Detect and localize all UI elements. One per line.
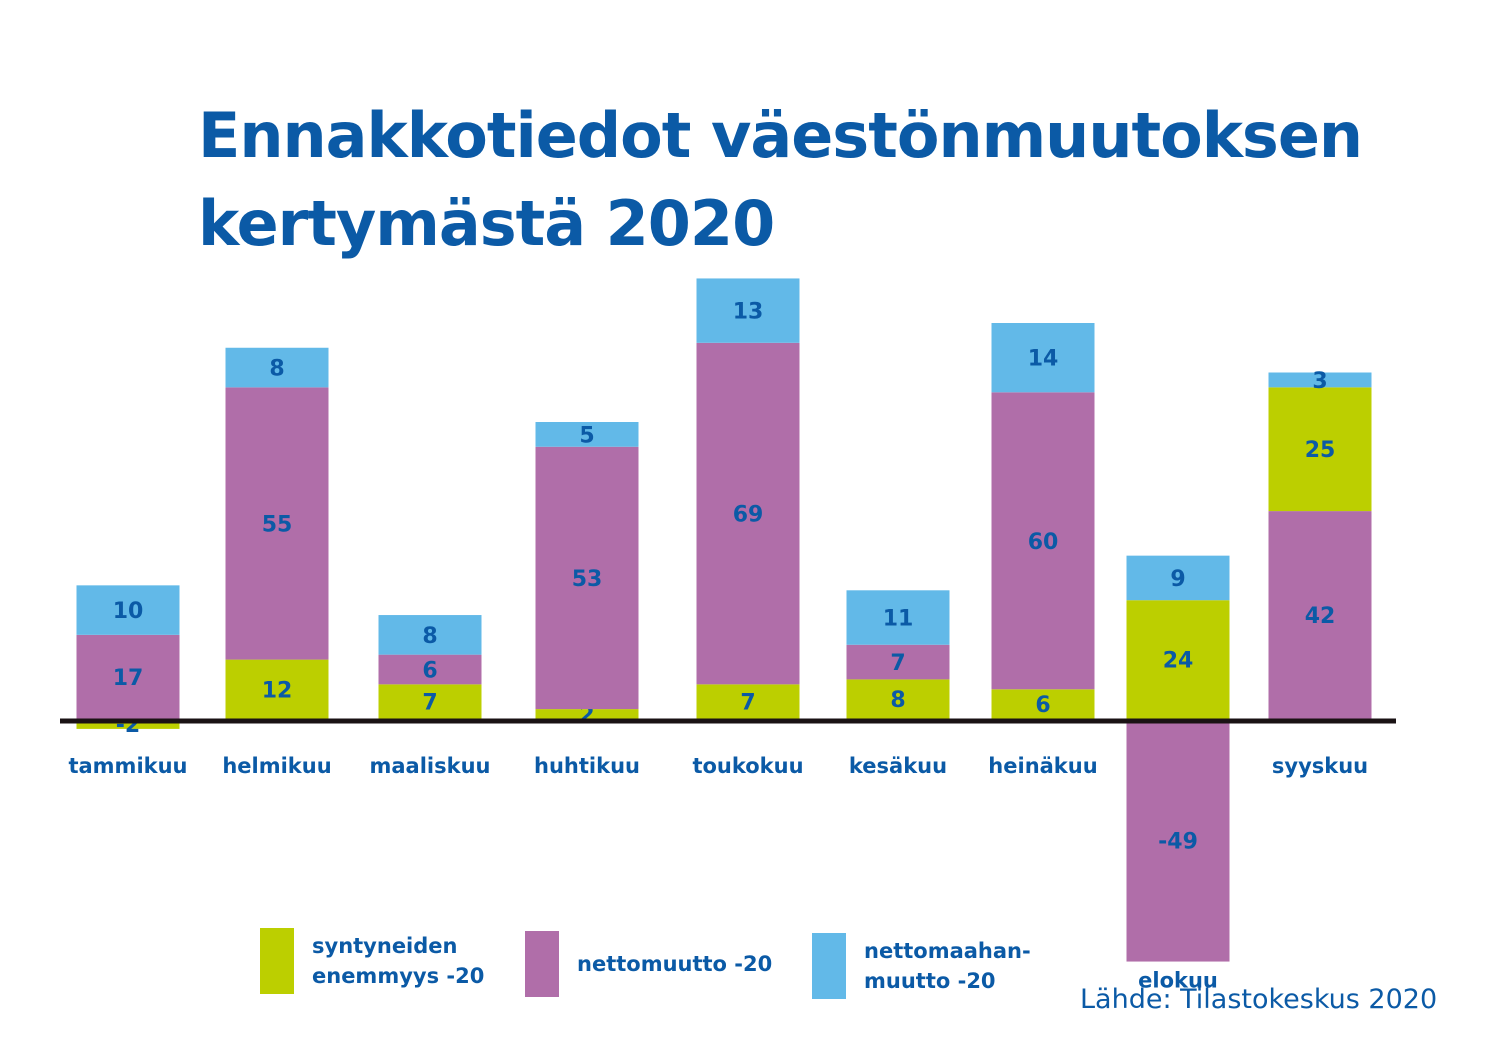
- legend-item-nettomaahanmuutto: nettomaahan- muutto -20: [812, 933, 1031, 999]
- bar-segment-nettomuutto: [846, 644, 950, 680]
- legend-label-nettomuutto: nettomuutto -20: [577, 949, 772, 979]
- legend-swatch-nettomaahanmuutto: [812, 933, 846, 999]
- data-label: 3: [1312, 369, 1327, 394]
- bar-segment-nettomaahanmuutto: [696, 278, 800, 343]
- legend-item-nettomuutto: nettomuutto -20: [525, 931, 772, 997]
- category-label: tammikuu: [68, 754, 187, 778]
- category-label: maaliskuu: [370, 754, 491, 778]
- category-label: helmikuu: [222, 754, 331, 778]
- bar-segment-nettomaahanmuutto: [1126, 555, 1230, 601]
- data-label: 7: [740, 691, 755, 716]
- bar-segment-nettomuutto: [991, 392, 1095, 690]
- bar-segment-syntyneiden: [1126, 600, 1230, 719]
- data-label: 14: [1028, 347, 1059, 372]
- data-label: 8: [422, 624, 437, 649]
- legend-item-syntyneiden: syntyneiden enemmyys -20: [260, 928, 484, 994]
- bar-segment-nettomaahanmuutto: [535, 422, 639, 447]
- data-label: 60: [1028, 530, 1059, 555]
- data-label: 8: [890, 688, 905, 713]
- bar-segment-nettomaahanmuutto: [76, 585, 180, 635]
- bar-segment-nettomaahanmuutto: [991, 323, 1095, 393]
- bar-segment-syntyneiden: [225, 659, 329, 719]
- legend-label-line: enemmyys -20: [312, 964, 485, 988]
- category-label: heinäkuu: [988, 754, 1097, 778]
- bar-segment-syntyneiden: [1268, 387, 1372, 512]
- bar-segment-nettomuutto: [535, 446, 639, 710]
- data-label: 5: [579, 423, 594, 448]
- bar-segment-nettomuutto: [696, 342, 800, 685]
- bar-segment-nettomaahanmuutto: [846, 590, 950, 645]
- bar-segment-syntyneiden: [991, 689, 1095, 719]
- data-label: 6: [422, 659, 437, 684]
- bar-segment-syntyneiden: [76, 719, 180, 729]
- data-label: 42: [1305, 604, 1336, 629]
- chart-title-line-1: Ennakkotiedot väestönmuutoksen: [198, 99, 1363, 172]
- data-label: 13: [733, 300, 764, 325]
- legend-label-syntyneiden: syntyneiden enemmyys -20: [312, 931, 484, 991]
- category-label: huhtikuu: [534, 754, 640, 778]
- data-label: 11: [883, 607, 914, 632]
- bar-segment-nettomuutto: [1268, 511, 1372, 719]
- data-label: 17: [113, 666, 144, 691]
- data-label: 8: [269, 357, 284, 382]
- chart-title: Ennakkotiedot väestönmuutoksen kertymäst…: [198, 92, 1398, 268]
- bar-segment-nettomuutto: [76, 634, 180, 719]
- legend-label-nettomaahanmuutto: nettomaahan- muutto -20: [864, 936, 1031, 996]
- legend-label-line: muutto -20: [864, 969, 996, 993]
- category-label: elokuu: [1138, 969, 1218, 993]
- bar-segment-nettomaahanmuutto: [1268, 372, 1372, 388]
- legend-label-line: nettomaahan-: [864, 939, 1031, 963]
- bar-segment-nettomuutto: [1126, 719, 1230, 962]
- category-label: toukokuu: [692, 754, 803, 778]
- legend-label-line: syntyneiden: [312, 934, 458, 958]
- bar-segment-nettomuutto: [378, 654, 482, 685]
- data-label: 69: [733, 503, 764, 528]
- bar-segment-syntyneiden: [696, 684, 800, 719]
- data-label: 53: [572, 567, 603, 592]
- category-label: kesäkuu: [849, 754, 947, 778]
- bar-segment-nettomaahanmuutto: [378, 615, 482, 655]
- bar-segment-syntyneiden: [535, 709, 639, 719]
- data-label: 25: [1305, 438, 1336, 463]
- data-label: 6: [1035, 693, 1050, 718]
- bar-segment-nettomaahanmuutto: [225, 347, 329, 388]
- bar-segment-syntyneiden: [378, 684, 482, 719]
- data-label: 9: [1170, 567, 1185, 592]
- data-label: 55: [262, 512, 293, 537]
- data-label: 24: [1163, 649, 1194, 674]
- legend-swatch-syntyneiden: [260, 928, 294, 994]
- legend-swatch-nettomuutto: [525, 931, 559, 997]
- legend-label-line: nettomuutto -20: [577, 952, 773, 976]
- chart-title-line-2: kertymästä 2020: [198, 187, 775, 260]
- data-label: 7: [422, 691, 437, 716]
- data-label: 12: [262, 678, 293, 703]
- data-label: 10: [113, 599, 144, 624]
- category-label: syyskuu: [1272, 754, 1368, 778]
- source-note: Lähde: Tilastokeskus 2020: [1080, 984, 1438, 1015]
- data-label: -49: [1158, 829, 1198, 854]
- bar-segment-nettomuutto: [225, 387, 329, 660]
- data-label: 7: [890, 651, 905, 676]
- bar-segment-syntyneiden: [846, 679, 950, 719]
